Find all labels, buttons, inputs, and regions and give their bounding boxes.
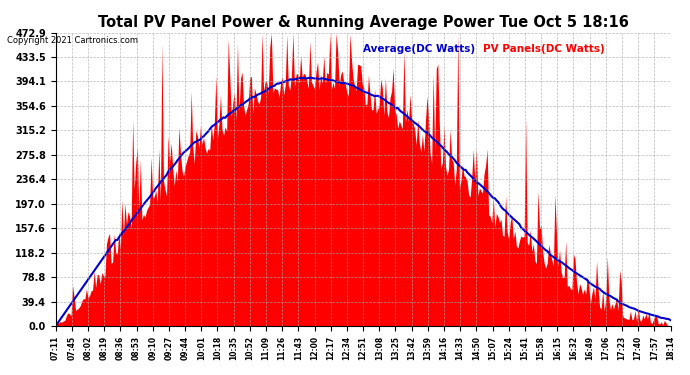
Title: Total PV Panel Power & Running Average Power Tue Oct 5 18:16: Total PV Panel Power & Running Average P… <box>97 15 629 30</box>
Text: PV Panels(DC Watts): PV Panels(DC Watts) <box>483 44 604 54</box>
Text: Average(DC Watts): Average(DC Watts) <box>363 44 475 54</box>
Text: Copyright 2021 Cartronics.com: Copyright 2021 Cartronics.com <box>7 36 138 45</box>
